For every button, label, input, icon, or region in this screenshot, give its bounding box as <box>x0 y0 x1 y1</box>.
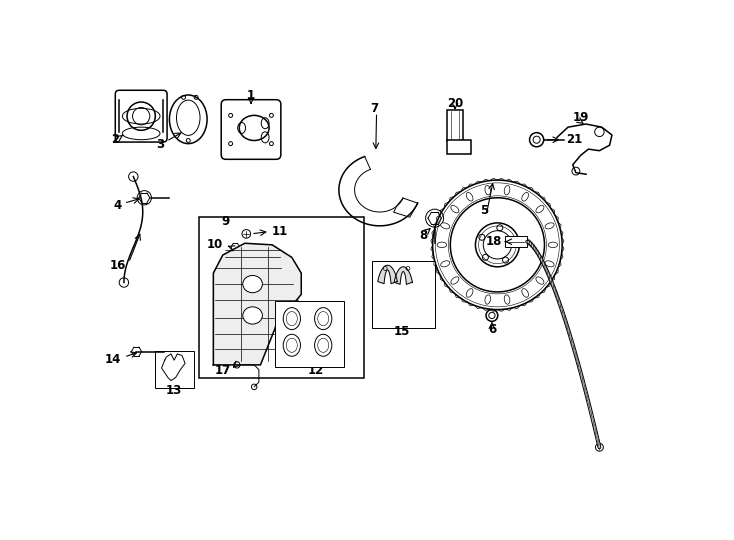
Ellipse shape <box>522 192 528 201</box>
Text: 17: 17 <box>214 364 231 377</box>
Polygon shape <box>394 267 413 285</box>
Text: 11: 11 <box>272 225 288 238</box>
Text: 8: 8 <box>420 229 428 242</box>
Text: 6: 6 <box>488 323 496 336</box>
Ellipse shape <box>466 288 473 297</box>
Ellipse shape <box>466 192 473 201</box>
Circle shape <box>572 167 580 175</box>
Ellipse shape <box>451 277 459 284</box>
Text: 9: 9 <box>221 215 229 228</box>
Text: 4: 4 <box>114 199 122 212</box>
Bar <box>447 140 470 154</box>
Text: 14: 14 <box>105 353 121 366</box>
Text: 13: 13 <box>166 384 182 397</box>
Ellipse shape <box>548 242 558 248</box>
Circle shape <box>242 230 250 238</box>
Text: 18: 18 <box>486 235 503 248</box>
Polygon shape <box>214 244 301 365</box>
Text: 7: 7 <box>370 102 378 115</box>
Bar <box>505 236 527 247</box>
Text: 5: 5 <box>480 204 488 217</box>
Text: 12: 12 <box>308 364 324 377</box>
Circle shape <box>595 443 603 451</box>
Text: 1: 1 <box>247 89 255 102</box>
Ellipse shape <box>504 295 510 304</box>
Ellipse shape <box>451 206 459 213</box>
Ellipse shape <box>437 242 446 248</box>
Bar <box>275 301 344 367</box>
Text: 15: 15 <box>393 325 410 338</box>
Ellipse shape <box>440 223 450 229</box>
Bar <box>199 218 364 378</box>
Ellipse shape <box>440 261 450 267</box>
Bar <box>447 110 463 141</box>
Text: 3: 3 <box>156 138 164 151</box>
Ellipse shape <box>485 186 490 195</box>
Ellipse shape <box>243 275 263 293</box>
Text: 16: 16 <box>109 259 126 272</box>
Bar <box>155 351 194 388</box>
Circle shape <box>595 127 604 137</box>
Circle shape <box>486 309 498 321</box>
Ellipse shape <box>485 295 490 304</box>
Text: 21: 21 <box>566 133 582 146</box>
Text: 19: 19 <box>573 111 589 124</box>
Ellipse shape <box>536 206 544 213</box>
Ellipse shape <box>522 288 528 297</box>
Polygon shape <box>378 265 397 284</box>
Ellipse shape <box>545 261 554 267</box>
Ellipse shape <box>243 307 263 324</box>
Ellipse shape <box>504 186 510 195</box>
Text: 2: 2 <box>112 133 120 146</box>
Bar <box>372 261 435 328</box>
Circle shape <box>529 133 544 147</box>
Text: 10: 10 <box>207 238 223 251</box>
Ellipse shape <box>536 277 544 284</box>
Ellipse shape <box>545 223 554 229</box>
Text: 20: 20 <box>447 97 463 110</box>
